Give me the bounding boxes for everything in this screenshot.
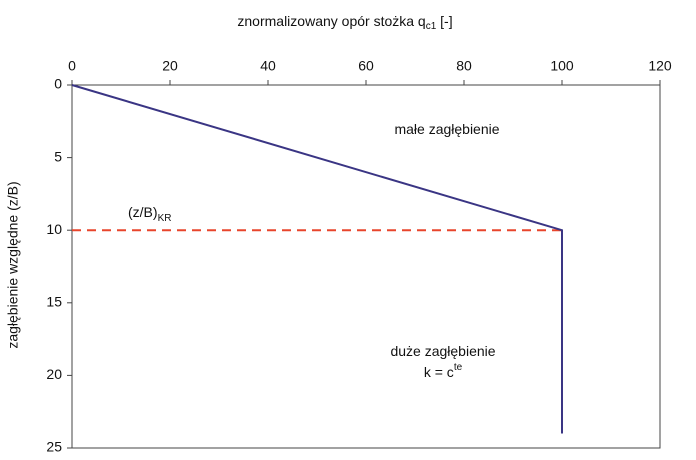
annotation-text: małe zagłębienie xyxy=(394,121,499,137)
x-tick-label: 0 xyxy=(68,58,76,74)
x-tick-label: 20 xyxy=(162,58,178,74)
annotation: duże zagłębienie xyxy=(390,343,495,359)
annotation: (z/B)KR xyxy=(128,204,171,224)
chart-title: znormalizowany opór stożka qc1 [-] xyxy=(237,13,452,32)
y-tick-label: 5 xyxy=(54,148,62,164)
annotation-text: k = c xyxy=(424,364,454,380)
title-sub: c1 xyxy=(426,21,437,32)
x-tick-label: 120 xyxy=(648,58,672,74)
title-main: znormalizowany opór stożka q xyxy=(237,13,425,29)
plot-frame xyxy=(71,84,661,449)
annotation-text: (z/B) xyxy=(128,204,158,220)
x-tick-label: 40 xyxy=(260,58,276,74)
annotation: małe zagłębienie xyxy=(394,121,499,137)
y-tick-label: 15 xyxy=(46,294,62,310)
annotation-text: duże zagłębienie xyxy=(390,343,495,359)
annotation-sup: te xyxy=(454,362,463,373)
title-end: [-] xyxy=(436,13,452,29)
annotation: k = cte xyxy=(424,362,463,380)
y-tick-label: 10 xyxy=(46,221,62,237)
annotation-sub: KR xyxy=(158,213,172,224)
y-tick-label: 0 xyxy=(54,76,62,92)
x-tick-label: 100 xyxy=(550,58,574,74)
x-tick-label: 60 xyxy=(358,58,374,74)
x-tick-label: 80 xyxy=(456,58,472,74)
data-line xyxy=(71,84,563,434)
y-axis-label: zagłębienie względne (z/B) xyxy=(5,181,21,348)
y-tick-label: 25 xyxy=(46,439,62,455)
y-tick-label: 20 xyxy=(46,366,62,382)
